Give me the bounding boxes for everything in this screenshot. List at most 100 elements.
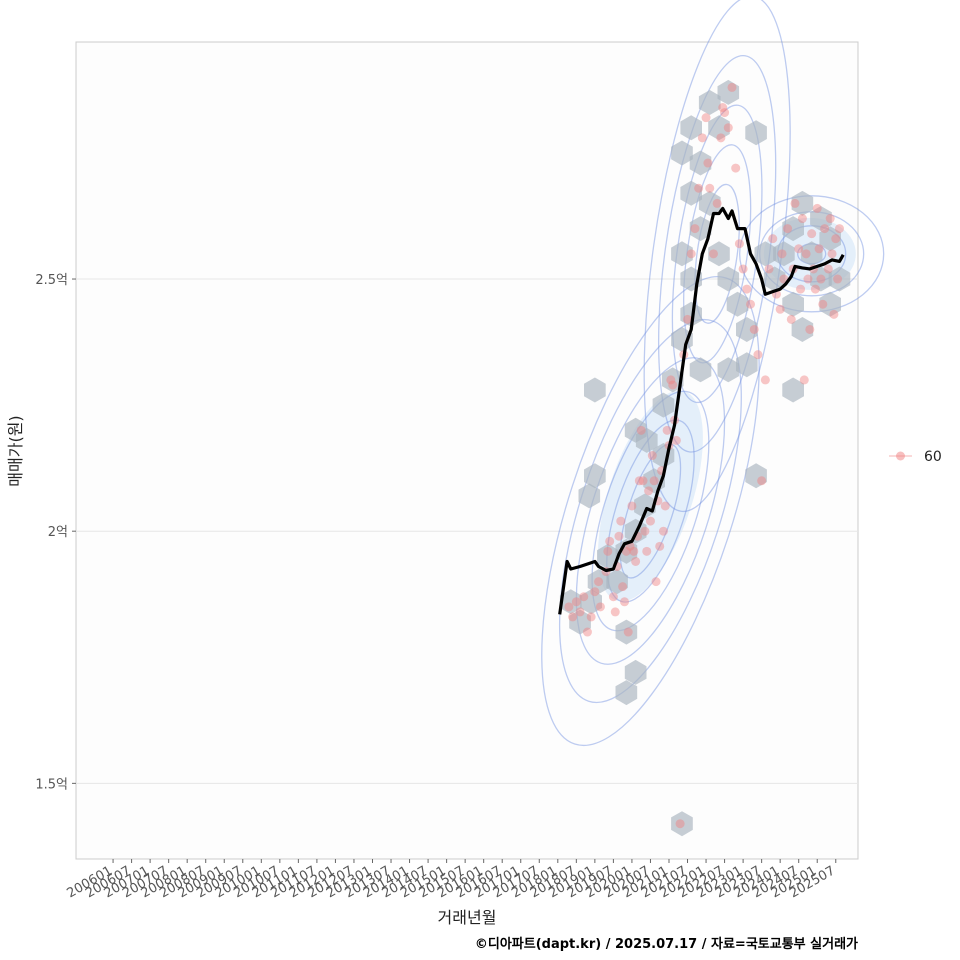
trade-point	[694, 183, 704, 193]
caption: ©디아파트(dapt.kr) / 2025.07.17 / 자료=국토교통부 실…	[475, 936, 858, 952]
trade-point	[620, 597, 630, 607]
y-tick-label: 2억	[48, 525, 68, 540]
trade-point	[703, 158, 713, 168]
trade-point	[640, 526, 650, 536]
hex-bin	[680, 115, 702, 141]
trade-point	[705, 183, 715, 193]
legend-point-key	[896, 451, 905, 461]
trade-point	[586, 612, 596, 622]
hex-bin	[624, 417, 647, 443]
moving-average-layer	[558, 206, 845, 615]
trade-point	[568, 612, 578, 622]
trade-point	[764, 264, 774, 274]
trade-point	[571, 597, 581, 607]
trade-point	[697, 133, 707, 143]
density-contour	[591, 390, 710, 632]
hex-bin	[698, 190, 721, 216]
trade-point	[651, 577, 661, 587]
hex-bin	[736, 317, 758, 342]
trade-point	[790, 198, 800, 208]
trade-point	[701, 113, 711, 123]
x-axis: 2006012006072007012007072008012008072009…	[65, 859, 838, 901]
trade-point	[731, 163, 741, 173]
trade-point	[595, 602, 605, 612]
density-contour	[619, 443, 682, 579]
trade-point	[655, 541, 665, 551]
trade-point	[801, 249, 811, 259]
trade-point	[634, 476, 644, 486]
hex-bin	[754, 241, 777, 267]
trade-point	[825, 214, 835, 224]
trade-point	[803, 274, 813, 284]
hex-bin	[708, 241, 730, 267]
hexbin-layer	[559, 79, 851, 837]
moving-average-line	[558, 206, 845, 615]
trade-point	[627, 501, 637, 511]
hex-bin	[652, 392, 675, 418]
trade-point	[757, 476, 767, 486]
hex-bin	[745, 120, 767, 146]
hex-bin	[689, 357, 712, 383]
y-axis-title: 매매가(원)	[6, 415, 25, 486]
trade-point	[621, 546, 631, 556]
trade-point	[658, 526, 668, 536]
trade-point	[818, 299, 828, 309]
trade-point	[820, 224, 830, 234]
hex-bin	[580, 589, 602, 615]
trade-point	[623, 627, 633, 637]
legend-label: 60	[924, 449, 942, 465]
hex-bin	[689, 216, 712, 242]
y-axis: 1.5억 2억 2.5억	[35, 273, 76, 792]
x-axis-title: 거래년월	[438, 908, 497, 927]
trade-point	[647, 451, 657, 461]
trade-point	[814, 244, 824, 254]
hex-bin	[810, 206, 832, 231]
trade-point	[683, 314, 693, 324]
plot-panel	[75, 41, 859, 860]
trade-point	[829, 309, 839, 319]
hex-bin	[584, 377, 606, 403]
trade-point	[831, 234, 841, 244]
hex-bin	[791, 190, 814, 216]
hex-bin	[708, 115, 730, 141]
trade-point	[827, 249, 837, 259]
trade-point	[636, 425, 646, 435]
trade-point	[807, 229, 817, 239]
trade-point	[594, 577, 604, 587]
trade-point	[671, 435, 681, 445]
trade-point	[797, 214, 807, 224]
trade-point	[816, 274, 826, 284]
hex-bin	[671, 140, 693, 166]
hex-bin	[680, 180, 702, 206]
trade-point	[812, 203, 822, 213]
hex-bin	[597, 543, 619, 569]
trade-point	[823, 264, 833, 274]
trade-point	[810, 284, 820, 294]
trade-point	[834, 224, 844, 234]
hex-bin	[698, 90, 721, 115]
y-tick-label: 2.5억	[35, 273, 68, 288]
trade-point	[660, 501, 670, 511]
hex-bin	[578, 483, 601, 509]
trade-point	[723, 123, 733, 133]
hex-bin	[736, 352, 758, 378]
trade-point	[666, 375, 676, 385]
trade-point	[575, 607, 585, 617]
trade-point	[564, 602, 574, 612]
legend: 60	[889, 449, 942, 465]
hex-bin	[689, 150, 712, 176]
trade-point	[720, 108, 730, 118]
hex-bin	[819, 291, 841, 317]
trade-point	[610, 607, 620, 617]
density-contour	[694, 183, 740, 324]
trade-point	[786, 314, 796, 324]
trade-point	[638, 476, 648, 486]
trade-point	[727, 82, 737, 92]
trade-point	[662, 425, 672, 435]
trade-point	[675, 819, 685, 829]
hex-bin	[782, 377, 804, 403]
hex-bin	[810, 266, 832, 292]
hex-bin	[615, 538, 638, 564]
trade-point	[796, 284, 806, 294]
